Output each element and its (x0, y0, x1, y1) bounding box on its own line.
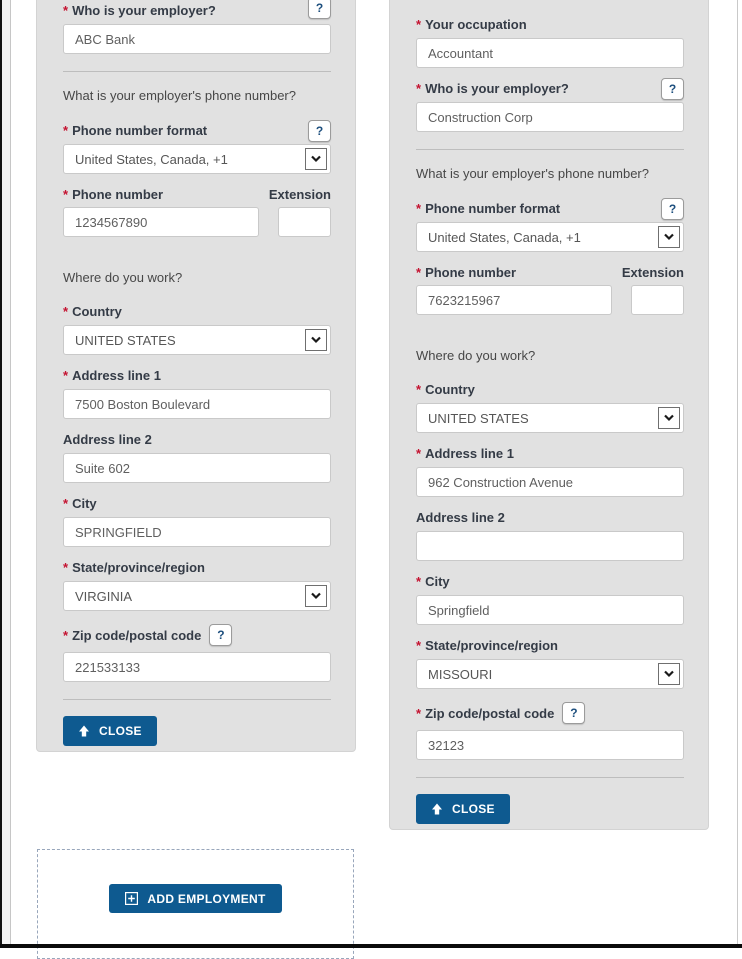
occupation-input[interactable] (416, 38, 684, 68)
select-arrow-button[interactable] (305, 585, 327, 607)
select-arrow-button[interactable] (658, 226, 680, 248)
city-input[interactable] (416, 595, 684, 625)
address2-input[interactable] (416, 531, 684, 561)
employer-input[interactable] (416, 102, 684, 132)
phone-number-input[interactable] (63, 207, 259, 237)
country-label: * Country (416, 382, 475, 397)
employer-label: * Who is your employer? (63, 3, 216, 18)
divider (63, 699, 331, 700)
question-icon: ? (315, 124, 324, 138)
divider (63, 71, 331, 72)
window-edge-strip (2, 0, 11, 948)
city-label: * City (63, 496, 97, 511)
page-right-border (737, 0, 738, 948)
close-button-label: CLOSE (99, 724, 142, 738)
close-button[interactable]: CLOSE (416, 794, 510, 824)
up-arrow-icon (79, 725, 89, 737)
chevron-down-icon (311, 155, 321, 163)
occupation-label: * Your occupation (416, 17, 527, 32)
plus-box-icon (125, 892, 139, 905)
select-arrow-button[interactable] (658, 663, 680, 685)
phone-number-label: * Phone number (416, 265, 517, 280)
extension-label: Extension (621, 265, 684, 280)
state-value: MISSOURI (428, 666, 493, 682)
address1-label: * Address line 1 (63, 368, 161, 383)
phone-format-label: * Phone number format (63, 123, 208, 138)
chevron-down-icon (664, 414, 674, 422)
zip-label: * Zip code/postal code (63, 627, 202, 643)
phone-section-question: What is your employer's phone number? (63, 88, 296, 103)
employer-input[interactable] (63, 24, 331, 54)
window-edge-left (0, 0, 2, 948)
chevron-down-icon (311, 592, 321, 600)
city-input[interactable] (63, 517, 331, 547)
close-button-label: CLOSE (452, 802, 495, 816)
state-label: * State/province/region (63, 560, 205, 575)
phone-number-input[interactable] (416, 285, 612, 315)
question-icon: ? (217, 628, 225, 642)
phone-format-label: * Phone number format (416, 201, 561, 216)
address1-input[interactable] (416, 467, 684, 497)
required-marker: * (63, 3, 69, 18)
select-arrow-button[interactable] (305, 329, 327, 351)
employer-label: * Who is your employer? (416, 81, 569, 96)
country-value: UNITED STATES (428, 410, 529, 426)
phone-format-select[interactable]: United States, Canada, +1 (416, 222, 684, 252)
zip-help-button[interactable]: ? (209, 624, 233, 646)
chevron-down-icon (664, 233, 674, 241)
address1-label: * Address line 1 (416, 446, 514, 461)
zip-help-button[interactable]: ? (562, 702, 586, 724)
address2-label: Address line 2 (416, 510, 505, 525)
select-arrow-button[interactable] (658, 407, 680, 429)
address2-label: Address line 2 (63, 432, 152, 447)
city-label: * City (416, 574, 450, 589)
chevron-down-icon (664, 670, 674, 678)
close-button[interactable]: CLOSE (63, 716, 157, 746)
divider (416, 149, 684, 150)
window-edge-bottom (0, 944, 742, 948)
address1-input[interactable] (63, 389, 331, 419)
question-icon: ? (570, 706, 578, 720)
phone-format-help-button[interactable]: ? (308, 120, 331, 142)
employment-entry-panel-1: *Who is your employer? ? What is your em… (36, 0, 356, 752)
phone-format-value: United States, Canada, +1 (428, 229, 581, 245)
employer-help-button[interactable]: ? (308, 0, 331, 19)
select-arrow-button[interactable] (305, 148, 327, 170)
extension-input[interactable] (631, 285, 684, 315)
work-section-question: Where do you work? (416, 348, 536, 363)
question-icon: ? (315, 1, 324, 15)
country-label: * Country (63, 304, 122, 319)
question-icon: ? (668, 82, 677, 96)
zip-input[interactable] (63, 652, 331, 682)
extension-input[interactable] (278, 207, 331, 237)
work-section-question: Where do you work? (63, 270, 183, 285)
up-arrow-icon (432, 803, 442, 815)
phone-format-select[interactable]: United States, Canada, +1 (63, 144, 331, 174)
extension-label: Extension (268, 187, 331, 202)
country-select[interactable]: UNITED STATES (63, 325, 331, 355)
state-value: VIRGINIA (75, 588, 133, 604)
employment-entry-panel-2: *Your occupation *Who is your employer? … (389, 0, 709, 830)
address2-input[interactable] (63, 453, 331, 483)
phone-section-question: What is your employer's phone number? (416, 166, 649, 181)
phone-number-label: * Phone number (63, 187, 164, 202)
state-select[interactable]: MISSOURI (416, 659, 684, 689)
add-employment-button[interactable]: ADD EMPLOYMENT (109, 884, 282, 913)
country-select[interactable]: UNITED STATES (416, 403, 684, 433)
phone-format-value: United States, Canada, +1 (75, 151, 228, 167)
zip-label: * Zip code/postal code (416, 705, 555, 721)
zip-input[interactable] (416, 730, 684, 760)
divider (416, 777, 684, 778)
chevron-down-icon (311, 336, 321, 344)
question-icon: ? (668, 202, 677, 216)
phone-format-help-button[interactable]: ? (661, 198, 684, 220)
add-employment-dropzone: ADD EMPLOYMENT (37, 849, 354, 959)
country-value: UNITED STATES (75, 332, 176, 348)
state-select[interactable]: VIRGINIA (63, 581, 331, 611)
employer-help-button[interactable]: ? (661, 78, 684, 100)
add-employment-label: ADD EMPLOYMENT (147, 891, 266, 906)
state-label: * State/province/region (416, 638, 558, 653)
